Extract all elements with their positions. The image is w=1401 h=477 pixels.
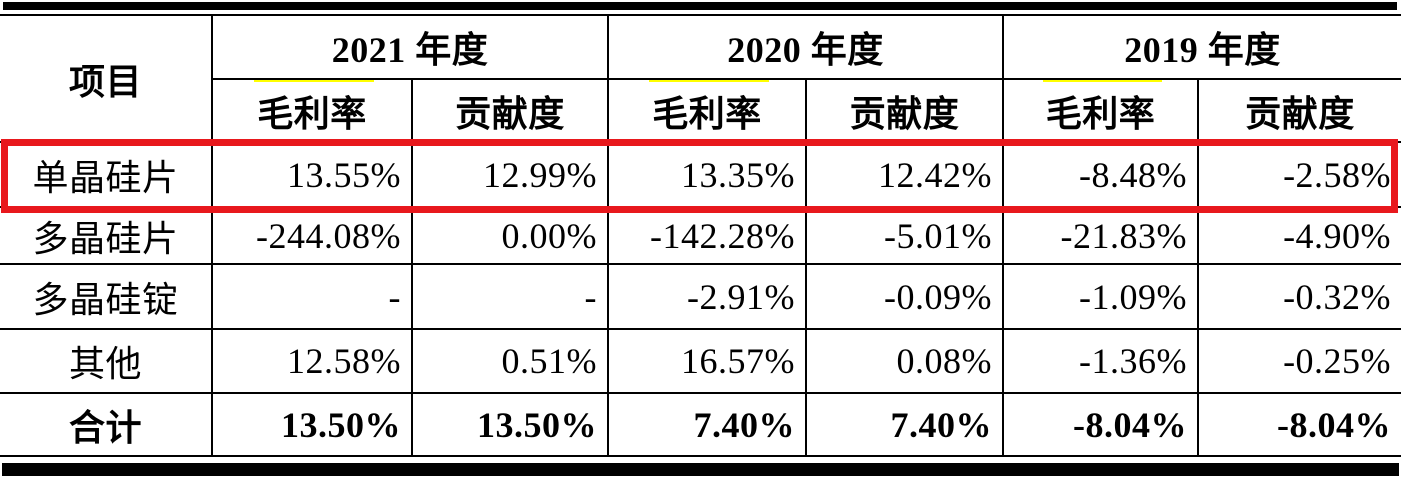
table-cell: 13.35% bbox=[607, 141, 808, 208]
year-header-2019: 2019 年度 bbox=[1002, 14, 1401, 80]
table-cell: -8.48% bbox=[1002, 141, 1200, 208]
yellow-mark: 毛利率 bbox=[254, 81, 374, 137]
year-header-2021: 2021 年度 bbox=[210, 14, 610, 80]
table-row-total: 合计 13.50% 13.50% 7.40% 7.40% -8.04% -8.0… bbox=[0, 392, 1401, 457]
table-cell: 0.08% bbox=[805, 328, 1005, 394]
yellow-mark: 毛利率 bbox=[649, 81, 769, 137]
table-cell: -21.83% bbox=[1002, 206, 1200, 265]
table-cell: -8.04% bbox=[1197, 392, 1401, 457]
table-cell: 13.50% bbox=[410, 392, 610, 457]
row-label: 合计 bbox=[0, 392, 213, 457]
table-cell: -8.04% bbox=[1002, 392, 1200, 457]
table-cell: -2.58% bbox=[1197, 141, 1401, 208]
table-cell: -1.09% bbox=[1002, 263, 1200, 330]
col-header-contribution-2020: 贡献度 bbox=[805, 78, 1005, 143]
sub-header-row: 毛利率 贡献度 毛利率 贡献度 毛利率 贡献度 bbox=[0, 78, 1401, 143]
yellow-mark: 毛利率 bbox=[1042, 81, 1162, 137]
col-header-gross-margin-2019: 毛利率 bbox=[1002, 78, 1200, 143]
table-cell: 7.40% bbox=[607, 392, 808, 457]
table-row-multi-wafer: 多晶硅片 -244.08% 0.00% -142.28% -5.01% -21.… bbox=[0, 206, 1401, 265]
table-cell: -244.08% bbox=[211, 206, 413, 265]
table-cell: -0.09% bbox=[805, 263, 1005, 330]
bottom-thick-rule bbox=[2, 463, 1399, 476]
table-cell: -0.25% bbox=[1197, 328, 1401, 394]
row-label: 其他 bbox=[0, 328, 213, 394]
table-cell: 12.99% bbox=[410, 141, 610, 208]
table-cell: -1.36% bbox=[1002, 328, 1200, 394]
col-header-contribution-2021: 贡献度 bbox=[410, 78, 610, 143]
row-label: 多晶硅片 bbox=[0, 206, 213, 265]
year-header-2020: 2020 年度 bbox=[607, 14, 1005, 80]
table-cell: 13.50% bbox=[211, 392, 413, 457]
row-label: 多晶硅锭 bbox=[0, 263, 213, 330]
table-cell: - bbox=[211, 263, 413, 330]
col-header-contribution-2019: 贡献度 bbox=[1197, 78, 1401, 143]
top-thick-rule bbox=[3, 2, 1397, 10]
table-row-mono-wafer: 单晶硅片 13.55% 12.99% 13.35% 12.42% -8.48% … bbox=[0, 141, 1401, 208]
table-cell: 12.58% bbox=[211, 328, 413, 394]
col-header-gross-margin-2020: 毛利率 bbox=[607, 78, 808, 143]
table-cell: -142.28% bbox=[607, 206, 808, 265]
row-label: 单晶硅片 bbox=[0, 141, 213, 208]
year-header-row: 项目 2021 年度 2020 年度 2019 年度 bbox=[0, 14, 1401, 143]
table-row-multi-ingot: 多晶硅锭 - - -2.91% -0.09% -1.09% -0.32% bbox=[0, 263, 1401, 330]
table-cell: 16.57% bbox=[607, 328, 808, 394]
item-column-header: 项目 bbox=[0, 14, 213, 143]
col-header-gross-margin-2021: 毛利率 bbox=[211, 78, 413, 143]
table-cell: - bbox=[410, 263, 610, 330]
table-cell: -4.90% bbox=[1197, 206, 1401, 265]
table-cell: -0.32% bbox=[1197, 263, 1401, 330]
table-cell: 12.42% bbox=[805, 141, 1005, 208]
table-cell: 7.40% bbox=[805, 392, 1005, 457]
table-row-other: 其他 12.58% 0.51% 16.57% 0.08% -1.36% -0.2… bbox=[0, 328, 1401, 394]
table-cell: -5.01% bbox=[805, 206, 1005, 265]
table-cell: 0.51% bbox=[410, 328, 610, 394]
table-cell: 0.00% bbox=[410, 206, 610, 265]
margin-contribution-table: 项目 2021 年度 2020 年度 2019 年度 毛利率 贡献度 毛利率 贡… bbox=[0, 14, 1401, 457]
table-cell: -2.91% bbox=[607, 263, 808, 330]
table-cell: 13.55% bbox=[211, 141, 413, 208]
